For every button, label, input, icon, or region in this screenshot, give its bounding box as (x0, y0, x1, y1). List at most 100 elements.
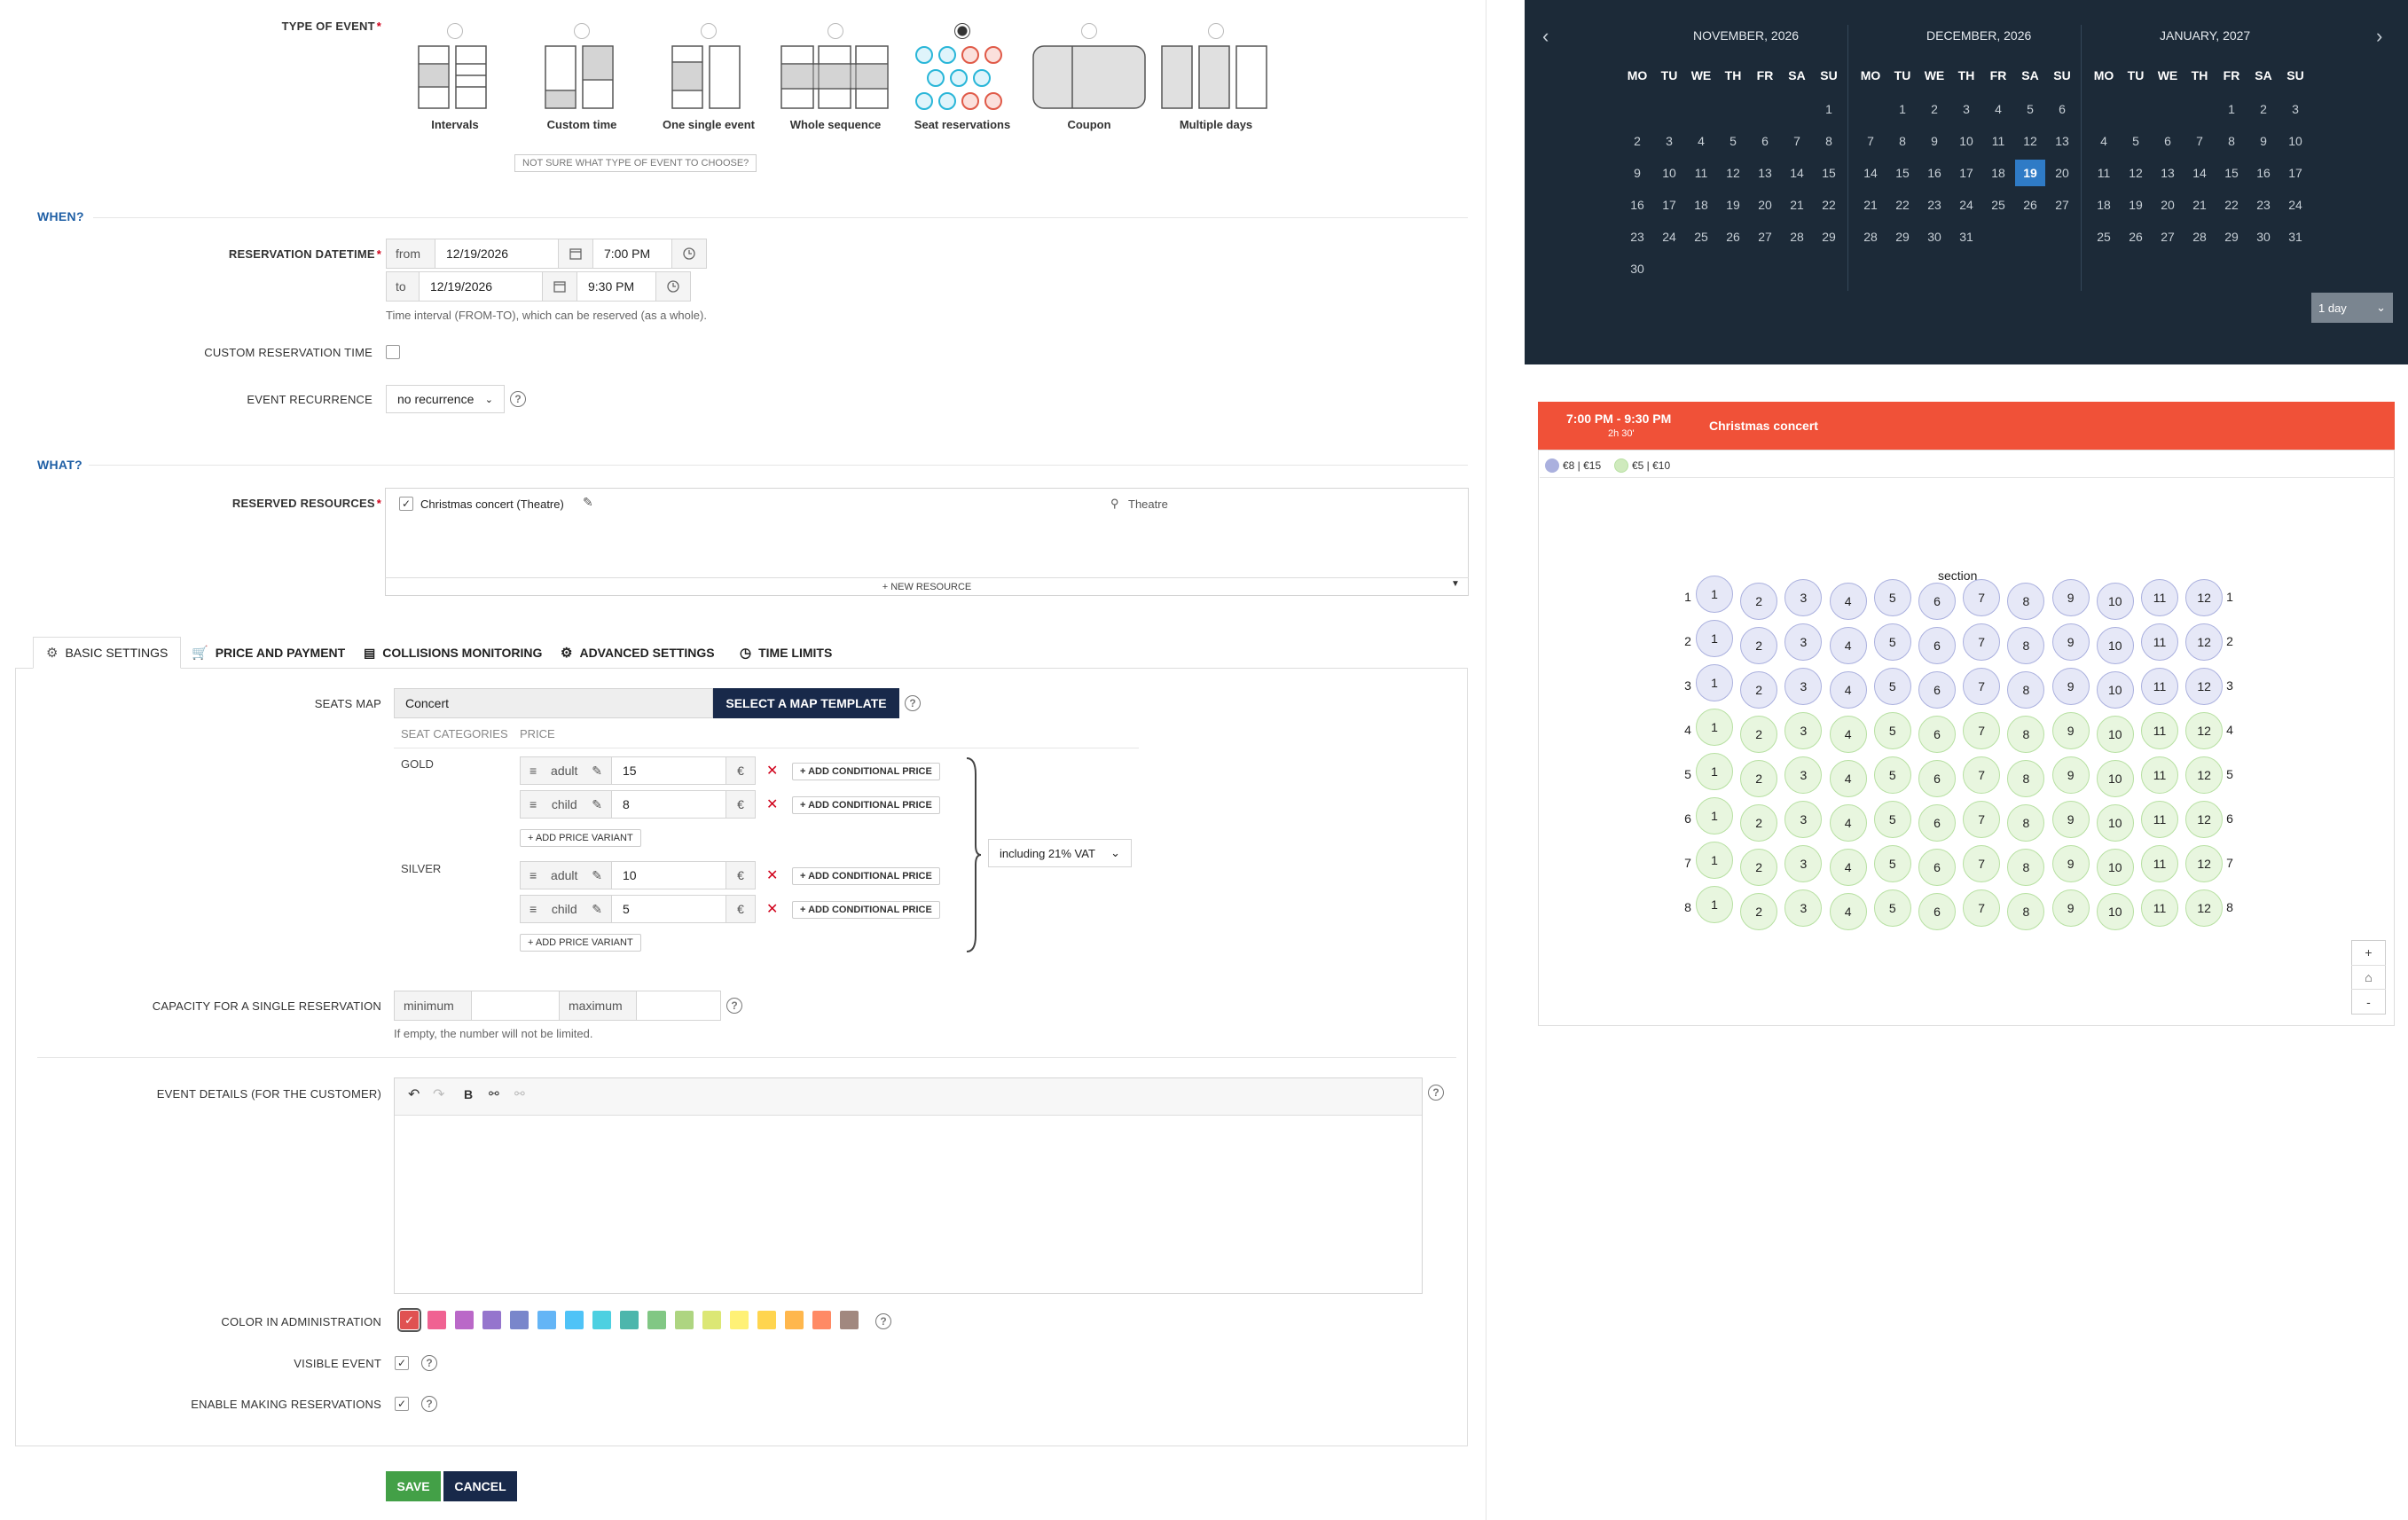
calendar-icon[interactable] (558, 239, 593, 269)
calendar-day[interactable]: 25 (1694, 230, 1708, 244)
remove-icon[interactable]: ✕ (766, 868, 779, 883)
calendar-day[interactable]: 23 (2256, 198, 2271, 212)
seat[interactable]: 9 (2051, 579, 2090, 616)
seat[interactable]: 12 (2185, 668, 2224, 705)
visible-event-checkbox[interactable]: ✓ (395, 1356, 409, 1370)
calendar-day[interactable]: 6 (1761, 134, 1769, 148)
calendar-day[interactable]: 14 (1790, 166, 1804, 180)
calendar-day[interactable]: 24 (1662, 230, 1676, 244)
seat[interactable]: 11 (2141, 668, 2178, 705)
calendar-day[interactable]: 19 (1726, 198, 1740, 212)
seat[interactable]: 9 (2051, 756, 2090, 794)
color-swatch[interactable] (840, 1311, 859, 1329)
link-icon[interactable]: ⚯ (489, 1086, 499, 1101)
color-swatch[interactable] (647, 1311, 666, 1329)
seat[interactable]: 3 (1784, 889, 1823, 927)
seat[interactable]: 10 (2096, 804, 2134, 842)
seat[interactable]: 2 (1740, 627, 1778, 664)
calendar-day[interactable]: 3 (1963, 102, 1970, 116)
calendar-day[interactable]: 26 (2023, 198, 2037, 212)
add-price-variant-button[interactable]: + ADD PRICE VARIANT (520, 934, 641, 952)
variant-adult[interactable]: ≡ adult ✎ (520, 756, 612, 785)
to-date-input[interactable]: 12/19/2026 (419, 271, 543, 302)
seat[interactable]: 6 (1918, 849, 1956, 886)
to-time-input[interactable]: 9:30 PM (577, 271, 656, 302)
calendar-day[interactable]: 2 (1931, 102, 1938, 116)
calendar-day[interactable]: 7 (1867, 134, 1874, 148)
color-swatch[interactable] (427, 1311, 446, 1329)
seat[interactable]: 3 (1784, 623, 1823, 661)
calendar-day[interactable]: 19 (2015, 160, 2045, 186)
calendar-day[interactable]: 19 (2129, 198, 2143, 212)
enable-reservations-checkbox[interactable]: ✓ (395, 1397, 409, 1411)
event-details-editor[interactable] (394, 1077, 1423, 1294)
seat[interactable]: 4 (1829, 893, 1867, 930)
tab-advanced-settings[interactable]: ⚙ ADVANCED SETTINGS (561, 646, 715, 661)
event-type-custom-time[interactable]: Custom time (524, 23, 639, 131)
color-swatch[interactable] (482, 1311, 501, 1329)
event-type-intervals[interactable]: Intervals (397, 23, 513, 131)
calendar-day[interactable]: 18 (1694, 198, 1708, 212)
seat[interactable]: 2 (1740, 716, 1778, 753)
calendar-day[interactable]: 23 (1927, 198, 1941, 212)
seat[interactable]: 10 (2096, 849, 2134, 886)
clock-icon[interactable] (671, 239, 707, 269)
calendar-day[interactable]: 22 (1822, 198, 1836, 212)
calendar-day[interactable]: 12 (2023, 134, 2037, 148)
chevron-left-icon[interactable]: ‹ (1542, 25, 1549, 47)
calendar-day[interactable]: 28 (1863, 230, 1878, 244)
calendar-day[interactable]: 10 (1959, 134, 1973, 148)
help-icon[interactable]: ? (905, 695, 921, 711)
calendar-day[interactable]: 4 (1698, 134, 1705, 148)
redo-icon[interactable]: ↷ (433, 1087, 445, 1102)
seat[interactable]: 12 (2185, 889, 2224, 927)
calendar-day[interactable]: 5 (1730, 134, 1737, 148)
tab-time-limits[interactable]: ◷ TIME LIMITS (740, 646, 833, 661)
calendar-day[interactable]: 5 (2132, 134, 2139, 148)
radio[interactable] (1081, 23, 1097, 39)
pencil-icon[interactable]: ✎ (592, 763, 602, 778)
variant-child[interactable]: ≡ child ✎ (520, 895, 612, 923)
calendar-day[interactable]: 31 (1959, 230, 1973, 244)
seat[interactable]: 7 (1963, 668, 2001, 705)
zoom-out-button[interactable]: - (2366, 995, 2371, 1009)
maximum-input[interactable] (636, 991, 721, 1021)
seat[interactable]: 10 (2096, 671, 2134, 709)
remove-icon[interactable]: ✕ (766, 797, 779, 812)
calendar-day[interactable]: 11 (2097, 166, 2111, 180)
event-type-whole-sequence[interactable]: Whole sequence (778, 23, 893, 131)
seat[interactable]: 4 (1829, 716, 1867, 753)
help-icon[interactable]: ? (421, 1396, 437, 1412)
seat[interactable]: 4 (1829, 627, 1867, 664)
calendar-day[interactable]: 10 (1662, 166, 1676, 180)
seat[interactable]: 1 (1696, 709, 1733, 746)
seat[interactable]: 5 (1873, 889, 1911, 927)
calendar-day[interactable]: 21 (2192, 198, 2207, 212)
color-swatch[interactable] (620, 1311, 639, 1329)
seat[interactable]: 12 (2185, 579, 2224, 616)
calendar-day[interactable]: 17 (2288, 166, 2302, 180)
calendar-day[interactable]: 13 (1758, 166, 1772, 180)
calendar-day[interactable]: 12 (1726, 166, 1740, 180)
home-icon[interactable]: ⌂ (2351, 965, 2386, 990)
seat[interactable]: 1 (1696, 797, 1733, 834)
radio[interactable] (701, 23, 717, 39)
calendar-day[interactable]: 13 (2161, 166, 2175, 180)
calendar-day[interactable]: 8 (2228, 134, 2235, 148)
seat[interactable]: 9 (2051, 889, 2090, 927)
seat[interactable]: 10 (2096, 716, 2134, 753)
calendar-day[interactable]: 21 (1790, 198, 1804, 212)
calendar-day[interactable]: 30 (1630, 262, 1644, 276)
calendar-day[interactable]: 9 (2260, 134, 2267, 148)
seat[interactable]: 7 (1963, 845, 2001, 882)
color-swatch[interactable] (592, 1311, 611, 1329)
radio[interactable] (1208, 23, 1224, 39)
seat[interactable]: 3 (1784, 845, 1823, 882)
seat[interactable]: 1 (1696, 620, 1733, 657)
vat-select[interactable]: including 21% VAT ⌄ (988, 839, 1132, 867)
help-icon[interactable]: ? (421, 1355, 437, 1371)
calendar-day[interactable]: 25 (1991, 198, 2005, 212)
price-input[interactable]: 15 (611, 756, 726, 785)
calendar-day[interactable]: 8 (1899, 134, 1906, 148)
calendar-day[interactable]: 15 (1895, 166, 1910, 180)
